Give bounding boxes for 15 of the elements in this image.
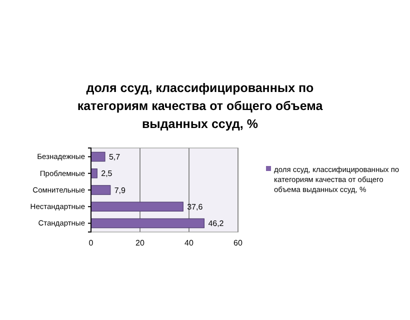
bar	[90, 185, 111, 195]
data-label: 7,9	[114, 186, 126, 195]
bar	[90, 168, 98, 178]
x-tick-label: 0	[88, 238, 94, 248]
data-label: 37,6	[187, 202, 204, 212]
bar	[90, 218, 204, 228]
data-label: 46,2	[208, 219, 224, 228]
x-tick-label: 40	[184, 238, 194, 248]
bar	[90, 152, 106, 162]
chart-title: доля ссуд, классифицированных по категориям качества от общего объема выданных ссуд, %	[77, 81, 324, 131]
bar	[90, 202, 184, 212]
x-tick-label: 60	[234, 238, 243, 248]
data-label: 2,5	[101, 169, 113, 178]
data-label: 5,7	[108, 152, 121, 162]
x-tick-label: 20	[136, 238, 145, 248]
